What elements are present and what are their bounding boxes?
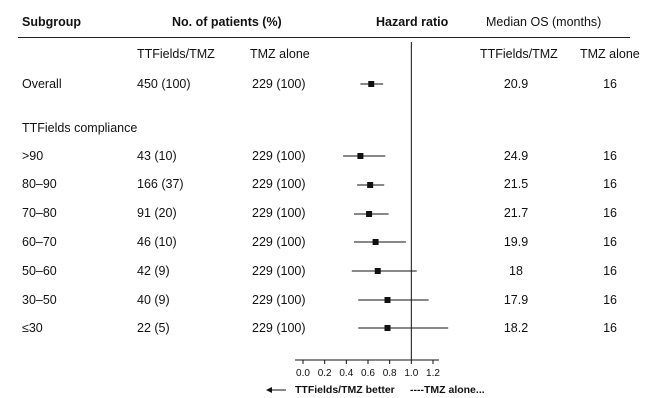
x-tick-label: 0.2 xyxy=(318,368,332,379)
row-os-tmz: 16 xyxy=(603,177,617,191)
row-os-ttfields: 18.2 xyxy=(503,321,529,335)
hr-marker xyxy=(366,211,373,217)
hr-marker xyxy=(374,268,381,274)
row-label: Overall xyxy=(22,77,62,91)
row-n-tmz: 229 (100) xyxy=(252,293,306,307)
row-os-ttfields: 24.9 xyxy=(503,149,529,163)
row-n-ttfields: 46 (10) xyxy=(137,235,177,249)
header-rule xyxy=(18,37,630,38)
subheader-os-ttfields-tmz: TTFields/TMZ xyxy=(480,47,558,61)
row-os-tmz: 16 xyxy=(603,293,617,307)
x-tick-label: 0.4 xyxy=(339,368,353,379)
x-tick-label: 1.0 xyxy=(404,368,418,379)
header-median-os: Median OS (months) xyxy=(486,15,602,29)
row-os-tmz: 16 xyxy=(603,149,617,163)
row-os-tmz: 16 xyxy=(603,77,617,91)
row-n-tmz: 229 (100) xyxy=(252,264,306,278)
ttfields-better-label: TTFields/TMZ better xyxy=(295,384,395,396)
left-arrow-icon xyxy=(266,387,272,393)
row-os-tmz: 16 xyxy=(603,321,617,335)
row-label: 60–70 xyxy=(22,235,57,249)
row-label: 30–50 xyxy=(22,293,57,307)
x-tick-label: 1.2 xyxy=(426,368,440,379)
row-os-ttfields: 21.7 xyxy=(503,206,529,220)
subheader-ttfields-tmz: TTFields/TMZ xyxy=(137,47,215,61)
row-n-ttfields: 450 (100) xyxy=(137,77,191,91)
header-hazard-ratio: Hazard ratio xyxy=(376,15,449,29)
row-label: 80–90 xyxy=(22,177,57,191)
header-patients: No. of patients (%) xyxy=(172,15,282,29)
hr-marker xyxy=(372,239,379,245)
subheader-tmz-alone: TMZ alone xyxy=(250,47,310,61)
row-os-tmz: 16 xyxy=(603,235,617,249)
row-n-tmz: 229 (100) xyxy=(252,206,306,220)
row-os-ttfields: 18 xyxy=(509,264,523,278)
header-subgroup: Subgroup xyxy=(22,15,82,29)
row-os-ttfields: 20.9 xyxy=(503,77,529,91)
hr-marker xyxy=(367,182,374,188)
tmz-alone-better-label: ----TMZ alone... xyxy=(410,384,485,396)
row-os-ttfields: 21.5 xyxy=(503,177,529,191)
hr-marker xyxy=(384,297,391,303)
row-n-tmz: 229 (100) xyxy=(252,235,306,249)
row-os-ttfields: 17.9 xyxy=(503,293,529,307)
row-n-ttfields: 40 (9) xyxy=(137,293,170,307)
x-tick-label: 0.0 xyxy=(296,368,310,379)
row-n-ttfields: 22 (5) xyxy=(137,321,170,335)
row-label: >90 xyxy=(22,149,44,163)
hr-marker xyxy=(384,325,391,331)
row-n-ttfields: 42 (9) xyxy=(137,264,170,278)
x-tick-label: 0.8 xyxy=(383,368,397,379)
row-n-tmz: 229 (100) xyxy=(252,321,306,335)
row-n-ttfields: 43 (10) xyxy=(137,149,177,163)
section-label: TTFields compliance xyxy=(22,121,138,135)
row-n-tmz: 229 (100) xyxy=(252,149,306,163)
row-os-tmz: 16 xyxy=(603,264,617,278)
hr-marker xyxy=(368,81,375,87)
row-n-tmz: 229 (100) xyxy=(252,77,306,91)
row-label: 50–60 xyxy=(22,264,57,278)
row-n-ttfields: 91 (20) xyxy=(137,206,177,220)
row-label: 70–80 xyxy=(22,206,57,220)
row-n-ttfields: 166 (37) xyxy=(137,177,184,191)
row-os-tmz: 16 xyxy=(603,206,617,220)
row-os-ttfields: 19.9 xyxy=(503,235,529,249)
subheader-os-tmz-alone: TMZ alone xyxy=(580,47,640,61)
x-tick-label: 0.6 xyxy=(361,368,375,379)
row-label: ≤30 xyxy=(22,321,43,335)
hr-marker xyxy=(357,153,364,159)
row-n-tmz: 229 (100) xyxy=(252,177,306,191)
